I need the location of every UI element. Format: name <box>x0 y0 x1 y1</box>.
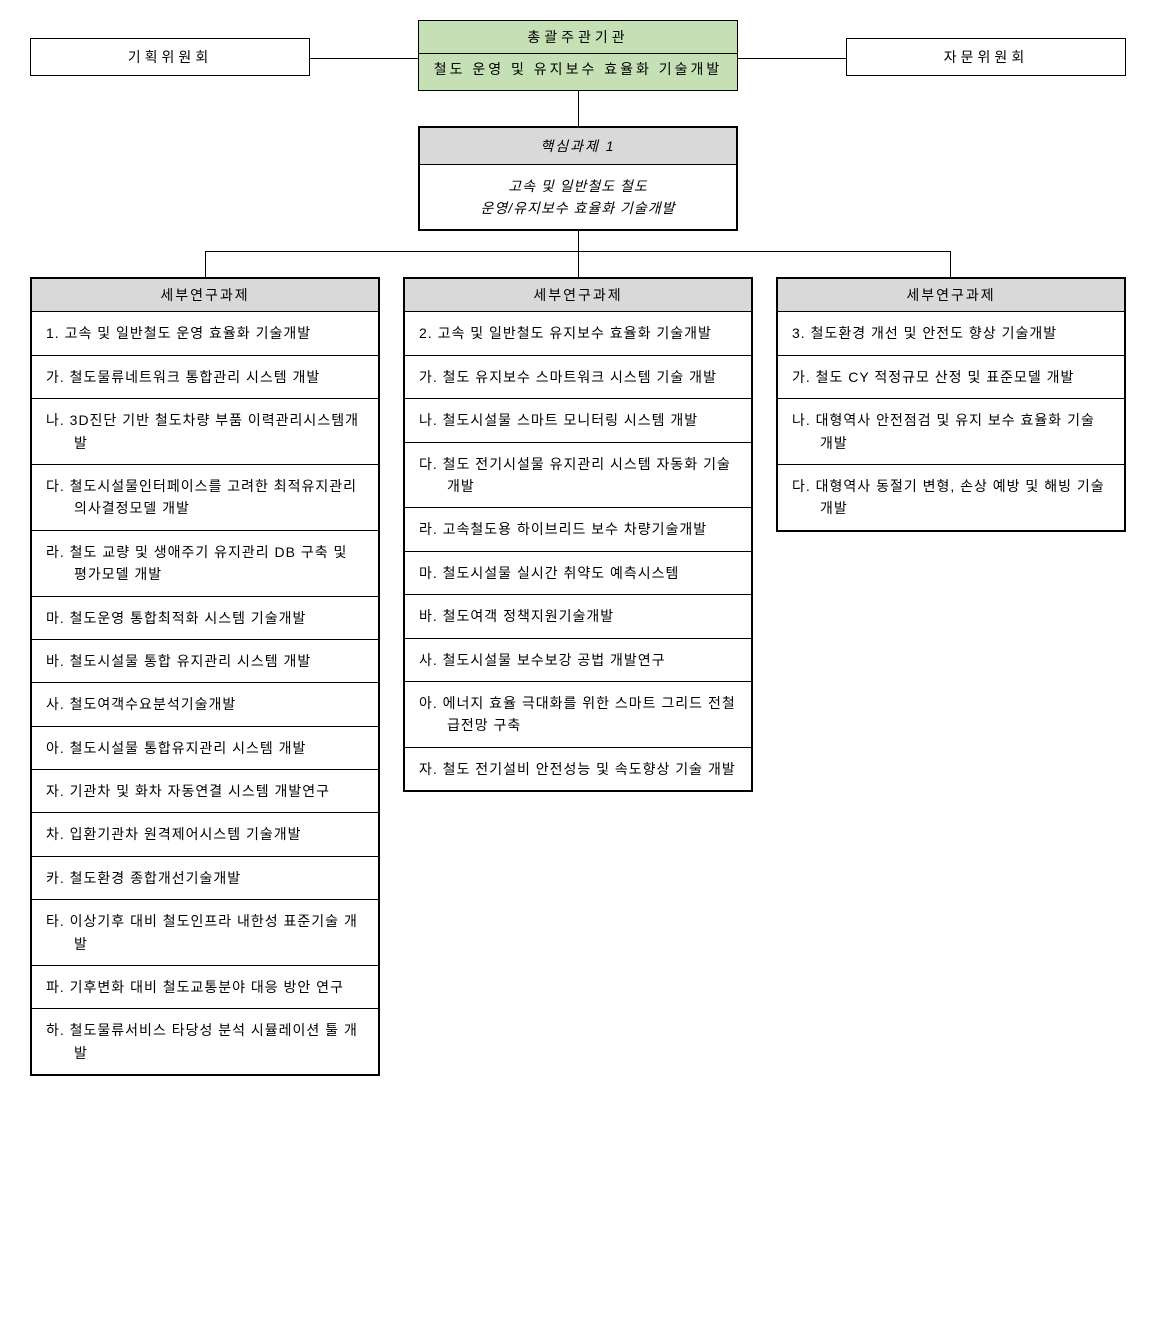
task-item-text: 가. 철도물류네트워크 통합관리 시스템 개발 <box>46 366 366 388</box>
task-item: 다. 철도 전기시설물 유지관리 시스템 자동화 기술개발 <box>405 443 751 509</box>
task-item: 라. 고속철도용 하이브리드 보수 차량기술개발 <box>405 508 751 551</box>
column-header: 세부연구과제 <box>778 279 1124 312</box>
task-item-text: 나. 대형역사 안전점검 및 유지 보수 효율화 기술 개발 <box>792 409 1112 454</box>
task-item-text: 라. 철도 교량 및 생애주기 유지관리 DB 구축 및 평가모델 개발 <box>46 541 366 586</box>
column-main-title: 1. 고속 및 일반철도 운영 효율화 기술개발 <box>32 312 378 355</box>
task-item-text: 다. 대형역사 동절기 변형, 손상 예방 및 해빙 기술 개발 <box>792 475 1112 520</box>
columns-container: 세부연구과제 1. 고속 및 일반철도 운영 효율화 기술개발가. 철도물류네트워… <box>30 277 1126 1076</box>
column-header: 세부연구과제 <box>405 279 751 312</box>
task-item: 나. 3D진단 기반 철도차량 부품 이력관리시스템개발 <box>32 399 378 465</box>
task-item: 하. 철도물류서비스 타당성 분석 시뮬레이션 툴 개발 <box>32 1009 378 1074</box>
task-item: 가. 철도물류네트워크 통합관리 시스템 개발 <box>32 356 378 399</box>
task-item-text: 다. 철도 전기시설물 유지관리 시스템 자동화 기술개발 <box>419 453 739 498</box>
task-item: 사. 철도여객수요분석기술개발 <box>32 683 378 726</box>
task-item-text: 자. 기관차 및 화차 자동연결 시스템 개발연구 <box>46 780 366 802</box>
task-item: 다. 철도시설물인터페이스를 고려한 최적유지관리 의사결정모델 개발 <box>32 465 378 531</box>
task-item: 차. 입환기관차 원격제어시스템 기술개발 <box>32 813 378 856</box>
task-item: 자. 기관차 및 화차 자동연결 시스템 개발연구 <box>32 770 378 813</box>
task-item: 바. 철도시설물 통합 유지관리 시스템 개발 <box>32 640 378 683</box>
column-main-title-text: 3. 철도환경 개선 및 안전도 향상 기술개발 <box>792 322 1112 344</box>
main-org-box: 총괄주관기관 철도 운영 및 유지보수 효율화 기술개발 <box>418 20 738 91</box>
task-item-text: 바. 철도여객 정책지원기술개발 <box>419 605 739 627</box>
task-item: 마. 철도시설물 실시간 취약도 예측시스템 <box>405 552 751 595</box>
column-header: 세부연구과제 <box>32 279 378 312</box>
task-item-text: 라. 고속철도용 하이브리드 보수 차량기술개발 <box>419 518 739 540</box>
detail-column-3: 세부연구과제 3. 철도환경 개선 및 안전도 향상 기술개발가. 철도 CY 적… <box>776 277 1126 531</box>
detail-column-1: 세부연구과제 1. 고속 및 일반철도 운영 효율화 기술개발가. 철도물류네트워… <box>30 277 380 1076</box>
task-item-text: 바. 철도시설물 통합 유지관리 시스템 개발 <box>46 650 366 672</box>
task-item-text: 차. 입환기관차 원격제어시스템 기술개발 <box>46 823 366 845</box>
task-item-text: 나. 철도시설물 스마트 모니터링 시스템 개발 <box>419 409 739 431</box>
task-item: 마. 철도운영 통합최적화 시스템 기술개발 <box>32 597 378 640</box>
task-item-text: 파. 기후변화 대비 철도교통분야 대응 방안 연구 <box>46 976 366 998</box>
right-committee-box: 자문위원회 <box>846 38 1126 76</box>
task-item-text: 타. 이상기후 대비 철도인프라 내한성 표준기술 개발 <box>46 910 366 955</box>
task-item-text: 가. 철도 유지보수 스마트워크 시스템 기술 개발 <box>419 366 739 388</box>
task-item-text: 자. 철도 전기설비 안전성능 및 속도향상 기술 개발 <box>419 758 739 780</box>
task-item: 나. 대형역사 안전점검 및 유지 보수 효율화 기술 개발 <box>778 399 1124 465</box>
connector-drop-2 <box>578 251 579 277</box>
task-item-text: 사. 철도시설물 보수보강 공법 개발연구 <box>419 649 739 671</box>
task-item: 가. 철도 CY 적정규모 산정 및 표준모델 개발 <box>778 356 1124 399</box>
task-item-text: 아. 철도시설물 통합유지관리 시스템 개발 <box>46 737 366 759</box>
task-item: 라. 철도 교량 및 생애주기 유지관리 DB 구축 및 평가모델 개발 <box>32 531 378 597</box>
main-org-subtitle: 철도 운영 및 유지보수 효율화 기술개발 <box>419 54 737 90</box>
left-committee-box: 기획위원회 <box>30 38 310 76</box>
core-task-title: 핵심과제 1 <box>420 128 736 165</box>
branch-connectors <box>30 231 1126 277</box>
core-sub-line1: 고속 및 일반철도 철도 <box>508 178 648 194</box>
top-row: 기획위원회 총괄주관기관 철도 운영 및 유지보수 효율화 기술개발 자문위원회 <box>30 20 1126 91</box>
column-main-title-text: 2. 고속 및 일반철도 유지보수 효율화 기술개발 <box>419 322 739 344</box>
task-item: 나. 철도시설물 스마트 모니터링 시스템 개발 <box>405 399 751 442</box>
connector-drop-3 <box>950 251 951 277</box>
detail-column-2: 세부연구과제 2. 고속 및 일반철도 유지보수 효율화 기술개발가. 철도 유지… <box>403 277 753 792</box>
task-item: 아. 철도시설물 통합유지관리 시스템 개발 <box>32 727 378 770</box>
task-item-text: 아. 에너지 효율 극대화를 위한 스마트 그리드 전철 급전망 구축 <box>419 692 739 737</box>
core-task-box: 핵심과제 1 고속 및 일반철도 철도 운영/유지보수 효율화 기술개발 <box>418 126 738 232</box>
task-item-text: 카. 철도환경 종합개선기술개발 <box>46 867 366 889</box>
connector-drop-1 <box>205 251 206 277</box>
task-item-text: 사. 철도여객수요분석기술개발 <box>46 693 366 715</box>
task-item: 사. 철도시설물 보수보강 공법 개발연구 <box>405 639 751 682</box>
column-main-title: 3. 철도환경 개선 및 안전도 향상 기술개발 <box>778 312 1124 355</box>
column-main-title: 2. 고속 및 일반철도 유지보수 효율화 기술개발 <box>405 312 751 355</box>
main-org-title: 총괄주관기관 <box>419 21 737 54</box>
core-task-subtitle: 고속 및 일반철도 철도 운영/유지보수 효율화 기술개발 <box>420 165 736 230</box>
connector-vertical-2 <box>578 231 579 251</box>
task-item-text: 나. 3D진단 기반 철도차량 부품 이력관리시스템개발 <box>46 409 366 454</box>
task-item-text: 다. 철도시설물인터페이스를 고려한 최적유지관리 의사결정모델 개발 <box>46 475 366 520</box>
task-item-text: 하. 철도물류서비스 타당성 분석 시뮬레이션 툴 개발 <box>46 1019 366 1064</box>
core-sub-line2: 운영/유지보수 효율화 기술개발 <box>480 200 675 216</box>
task-item: 아. 에너지 효율 극대화를 위한 스마트 그리드 전철 급전망 구축 <box>405 682 751 748</box>
task-item-text: 마. 철도시설물 실시간 취약도 예측시스템 <box>419 562 739 584</box>
column-main-title-text: 1. 고속 및 일반철도 운영 효율화 기술개발 <box>46 322 366 344</box>
task-item: 바. 철도여객 정책지원기술개발 <box>405 595 751 638</box>
task-item-text: 마. 철도운영 통합최적화 시스템 기술개발 <box>46 607 366 629</box>
task-item: 자. 철도 전기설비 안전성능 및 속도향상 기술 개발 <box>405 748 751 790</box>
task-item: 다. 대형역사 동절기 변형, 손상 예방 및 해빙 기술 개발 <box>778 465 1124 530</box>
task-item: 카. 철도환경 종합개선기술개발 <box>32 857 378 900</box>
task-item: 파. 기후변화 대비 철도교통분야 대응 방안 연구 <box>32 966 378 1009</box>
task-item: 타. 이상기후 대비 철도인프라 내한성 표준기술 개발 <box>32 900 378 966</box>
connector-vertical-1 <box>578 91 579 126</box>
task-item-text: 가. 철도 CY 적정규모 산정 및 표준모델 개발 <box>792 366 1112 388</box>
task-item: 가. 철도 유지보수 스마트워크 시스템 기술 개발 <box>405 356 751 399</box>
